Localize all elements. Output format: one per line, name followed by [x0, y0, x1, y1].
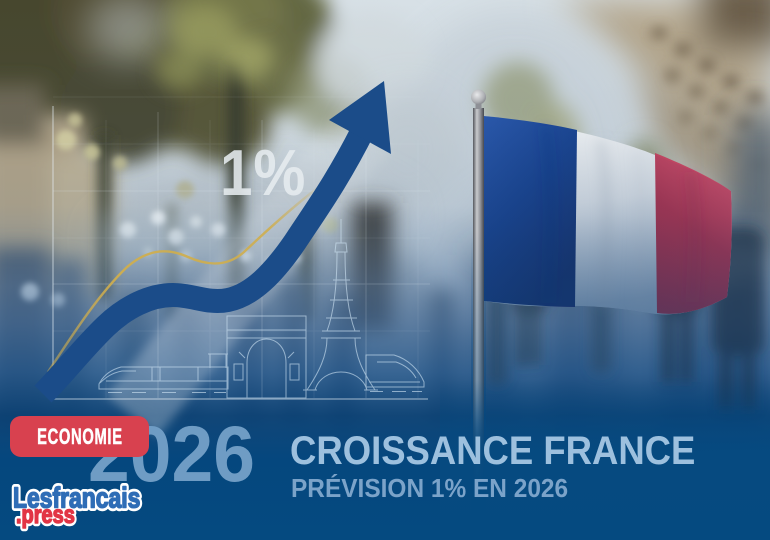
svg-text:.press: .press	[16, 501, 75, 529]
svg-text:Lesfrancais: Lesfrancais	[13, 481, 140, 514]
svg-text:Lesfrancais: Lesfrancais	[13, 481, 140, 514]
svg-text:.press: .press	[16, 501, 75, 529]
